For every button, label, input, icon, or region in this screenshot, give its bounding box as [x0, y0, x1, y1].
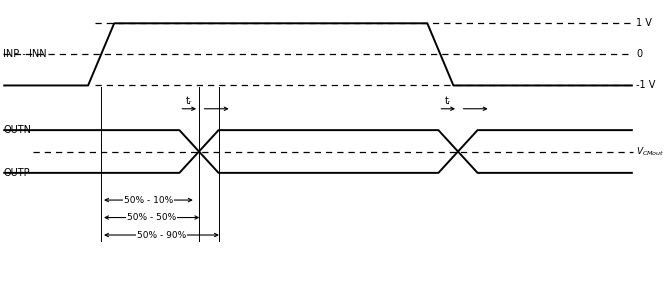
- Text: INP - INN: INP - INN: [3, 49, 47, 59]
- Text: tᵣ: tᵣ: [186, 96, 192, 106]
- Text: OUTP: OUTP: [3, 168, 30, 178]
- Text: $V_{CMout}$: $V_{CMout}$: [636, 145, 665, 158]
- Text: 50% - 10%: 50% - 10%: [124, 195, 173, 205]
- Text: OUTN: OUTN: [3, 125, 31, 135]
- Text: 1 V: 1 V: [636, 18, 652, 28]
- Text: tᵣ: tᵣ: [445, 96, 452, 106]
- Text: 50% - 90%: 50% - 90%: [137, 231, 186, 239]
- Text: 0: 0: [636, 49, 642, 59]
- Text: 50% - 50%: 50% - 50%: [127, 213, 176, 222]
- Text: -1 V: -1 V: [636, 81, 655, 91]
